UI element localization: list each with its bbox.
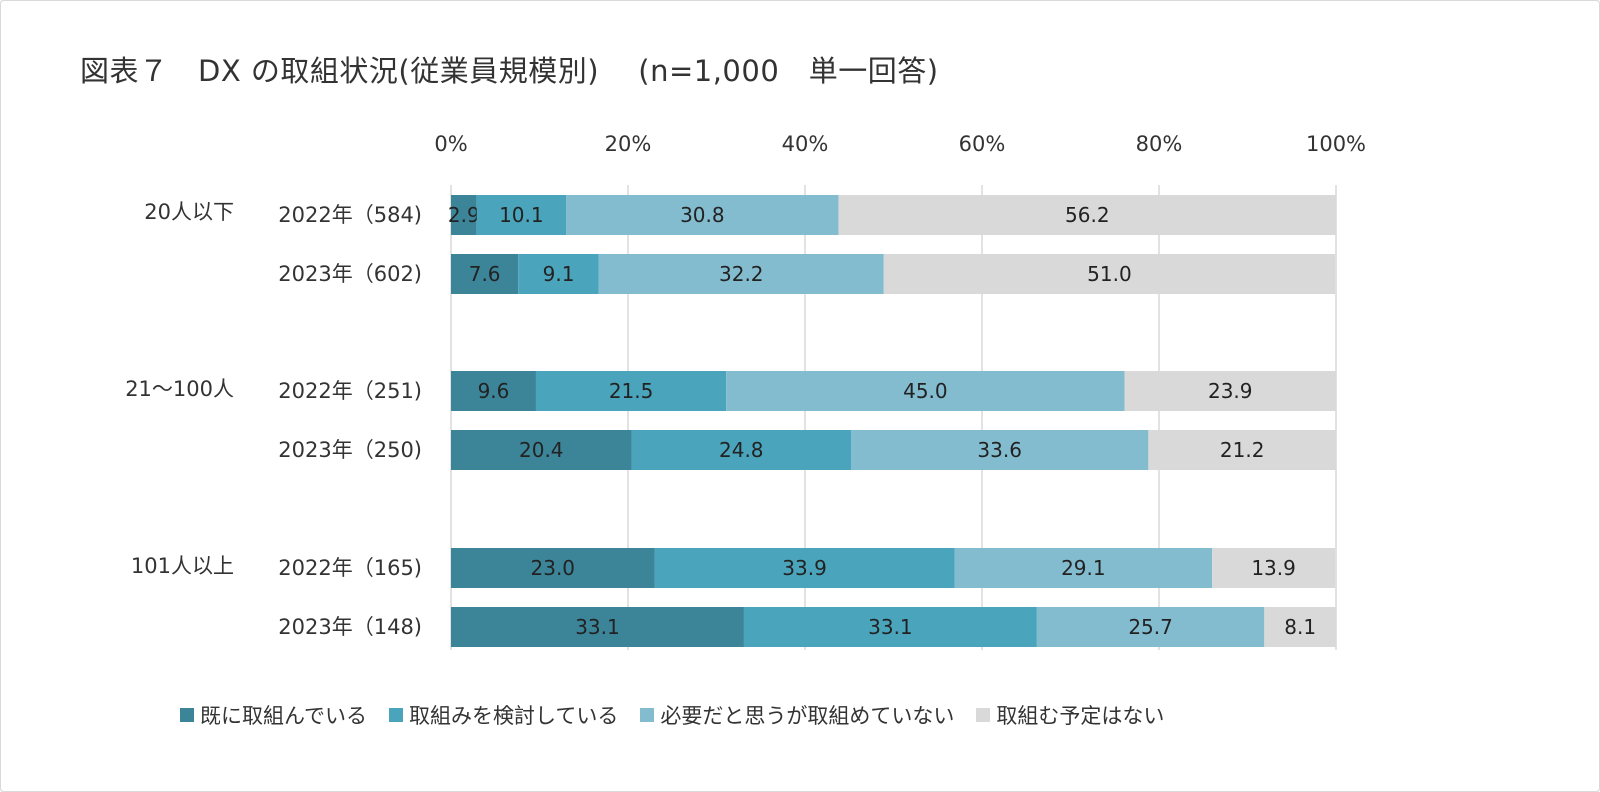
- data-label: 23.9: [1208, 379, 1253, 403]
- data-label: 23.0: [531, 556, 576, 580]
- data-label: 21.2: [1220, 438, 1265, 462]
- legend-swatch: [640, 708, 655, 722]
- chart-title: 図表７ DX の取組状況(従業員規模別) (n=1,000 単一回答): [80, 54, 939, 88]
- bar-segment: [451, 195, 477, 235]
- bar-segment: [451, 430, 632, 470]
- legend-item: 取組む予定はない: [976, 700, 1164, 730]
- bar-segment: [518, 254, 599, 294]
- data-label: 33.9: [782, 556, 827, 580]
- bar-segment: [1212, 548, 1336, 588]
- data-label: 2.9: [448, 203, 480, 227]
- group-label: 20人以下: [144, 200, 234, 224]
- data-label: 8.1: [1284, 615, 1316, 639]
- chart-legend: 既に取組んでいる 取組みを検討している 必要だと思うが取組めていない 取組む予定はない: [180, 700, 1164, 730]
- data-label: 51.0: [1087, 262, 1132, 286]
- data-label: 10.1: [499, 203, 544, 227]
- x-tick-label: 20%: [605, 132, 652, 156]
- category-label: 2022年（251): [278, 379, 422, 403]
- data-label: 9.1: [543, 262, 575, 286]
- group-label: 21～100人: [125, 377, 234, 401]
- bar-segment: [743, 607, 1037, 647]
- group-label: 101人以上: [131, 554, 234, 578]
- category-label: 2023年（148): [278, 615, 422, 639]
- data-label: 56.2: [1065, 203, 1110, 227]
- data-label: 20.4: [519, 438, 564, 462]
- legend-item: 既に取組んでいる: [180, 700, 367, 730]
- data-label: 25.7: [1128, 615, 1173, 639]
- data-label: 33.1: [868, 615, 913, 639]
- bar-segment: [726, 371, 1125, 411]
- data-label: 13.9: [1251, 556, 1296, 580]
- legend-label: 既に取組んでいる: [200, 704, 367, 728]
- x-tick-label: 40%: [782, 132, 829, 156]
- legend-item: 必要だと思うが取組めていない: [640, 700, 954, 730]
- bar-segment: [1148, 430, 1336, 470]
- x-tick-label: 60%: [959, 132, 1006, 156]
- bar-segment: [1124, 371, 1336, 411]
- bar-segment: [476, 195, 567, 235]
- bar-segment: [654, 548, 955, 588]
- legend-swatch: [180, 708, 194, 722]
- legend-item: 取組みを検討している: [388, 700, 619, 730]
- data-label: 29.1: [1061, 556, 1106, 580]
- legend-label: 取組む予定はない: [996, 704, 1165, 728]
- data-label: 33.6: [977, 438, 1022, 462]
- bar-segment: [838, 195, 1336, 235]
- data-label: 32.2: [719, 262, 764, 286]
- category-label: 2022年（584): [278, 203, 422, 227]
- data-label: 30.8: [680, 203, 725, 227]
- x-tick-label: 80%: [1136, 132, 1183, 156]
- legend-swatch: [976, 708, 991, 722]
- data-label: 33.1: [575, 615, 620, 639]
- category-label: 2023年（602): [278, 262, 422, 286]
- legend-swatch: [388, 708, 403, 722]
- bar-segment: [1264, 607, 1336, 647]
- bar-segment: [451, 607, 744, 647]
- bar-segment: [598, 254, 884, 294]
- bar-segment: [883, 254, 1336, 294]
- data-label: 7.6: [469, 262, 501, 286]
- data-label: 9.6: [478, 379, 510, 403]
- bar-segment: [451, 548, 655, 588]
- category-label: 2022年（165): [278, 556, 422, 580]
- legend-label: 必要だと思うが取組めていない: [660, 704, 955, 728]
- bar-segment: [451, 254, 519, 294]
- x-tick-label: 0%: [434, 132, 467, 156]
- bar-segment: [954, 548, 1213, 588]
- bar-segment: [1036, 607, 1265, 647]
- bar-segment: [566, 195, 839, 235]
- x-tick-label: 100%: [1306, 132, 1366, 156]
- bar-segment: [631, 430, 852, 470]
- category-label: 2023年（250): [278, 438, 422, 462]
- data-label: 45.0: [903, 379, 948, 403]
- bar-segment: [451, 371, 536, 411]
- data-label: 21.5: [609, 379, 654, 403]
- data-label: 24.8: [719, 438, 764, 462]
- bar-segment: [851, 430, 1149, 470]
- legend-label: 取組みを検討している: [408, 704, 619, 728]
- bar-segment: [535, 371, 727, 411]
